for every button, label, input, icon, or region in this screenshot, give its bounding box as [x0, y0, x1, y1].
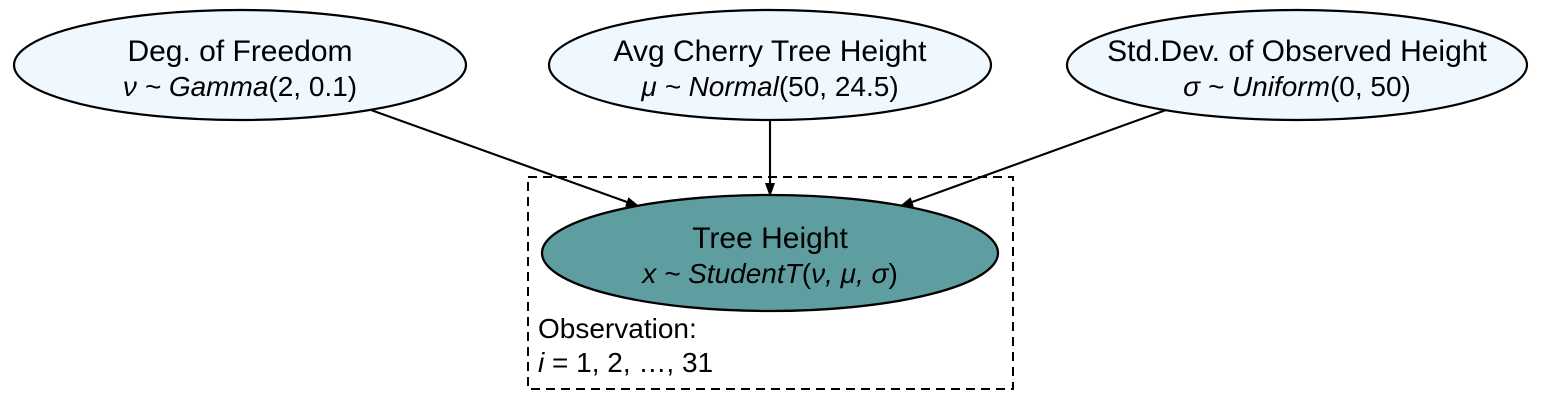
svg-text:μ ~ Normal(50, 24.5): μ ~ Normal(50, 24.5) — [640, 71, 898, 102]
svg-text:Deg. of Freedom: Deg. of Freedom — [127, 35, 352, 68]
svg-text:Std.Dev. of Observed Height: Std.Dev. of Observed Height — [1107, 35, 1487, 68]
svg-text:x ~ StudentT(ν, μ, σ): x ~ StudentT(ν, μ, σ) — [640, 258, 898, 289]
svg-text:Observation:: Observation: — [538, 313, 697, 344]
svg-text:σ ~ Uniform(0, 50): σ ~ Uniform(0, 50) — [1183, 71, 1411, 102]
svg-text:ν ~ Gamma(2, 0.1): ν ~ Gamma(2, 0.1) — [123, 71, 357, 102]
svg-text:Avg Cherry Tree Height: Avg Cherry Tree Height — [614, 35, 928, 68]
svg-text:Tree Height: Tree Height — [692, 222, 848, 255]
svg-text:i = 1, 2, …, 31: i = 1, 2, …, 31 — [538, 347, 713, 378]
